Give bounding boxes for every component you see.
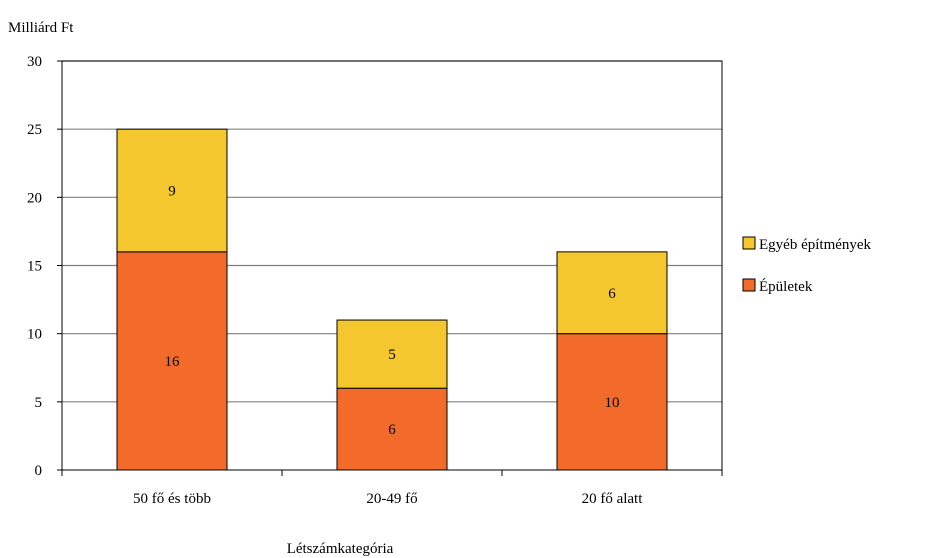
x-tick-label: 20 fő alatt: [582, 491, 644, 507]
y-tick-label: 20: [27, 190, 42, 206]
legend-swatch: [742, 278, 756, 292]
y-tick-label: 15: [27, 259, 42, 275]
y-tick-label: 25: [27, 122, 42, 138]
x-tick-label: 20-49 fő: [366, 491, 417, 507]
bar-segment: [336, 319, 448, 389]
data-label: 10: [605, 395, 620, 411]
y-axis-title: Milliárd Ft: [8, 20, 74, 36]
legend-label: Egyéb építmények: [759, 237, 872, 253]
bar-segment: [336, 387, 448, 471]
bar-segment: [116, 128, 228, 253]
bar-segment: [556, 251, 668, 335]
x-tick-label: 50 fő és több: [133, 491, 211, 507]
x-axis-title: Létszámkategória: [287, 541, 394, 557]
legend-swatch: [742, 236, 756, 250]
legend: Egyéb építmények Épületek: [742, 236, 872, 295]
data-label: 9: [168, 184, 176, 200]
data-label: 6: [608, 286, 616, 302]
y-tick-label: 10: [27, 327, 42, 343]
y-tick-label: 30: [27, 54, 42, 70]
plot-area: 0 5 10 15 20 25 30 16 9 50 fő és több 6 5 20-49 fő 10…: [27, 54, 723, 507]
data-label: 6: [388, 422, 396, 438]
bar-segment: [556, 333, 668, 471]
y-tick-label: 5: [35, 395, 43, 411]
bar-segment: [116, 251, 228, 471]
data-label: 16: [165, 354, 181, 370]
y-tick-label: 0: [35, 463, 43, 479]
legend-label: Épületek: [759, 278, 813, 295]
data-label: 5: [388, 347, 396, 363]
